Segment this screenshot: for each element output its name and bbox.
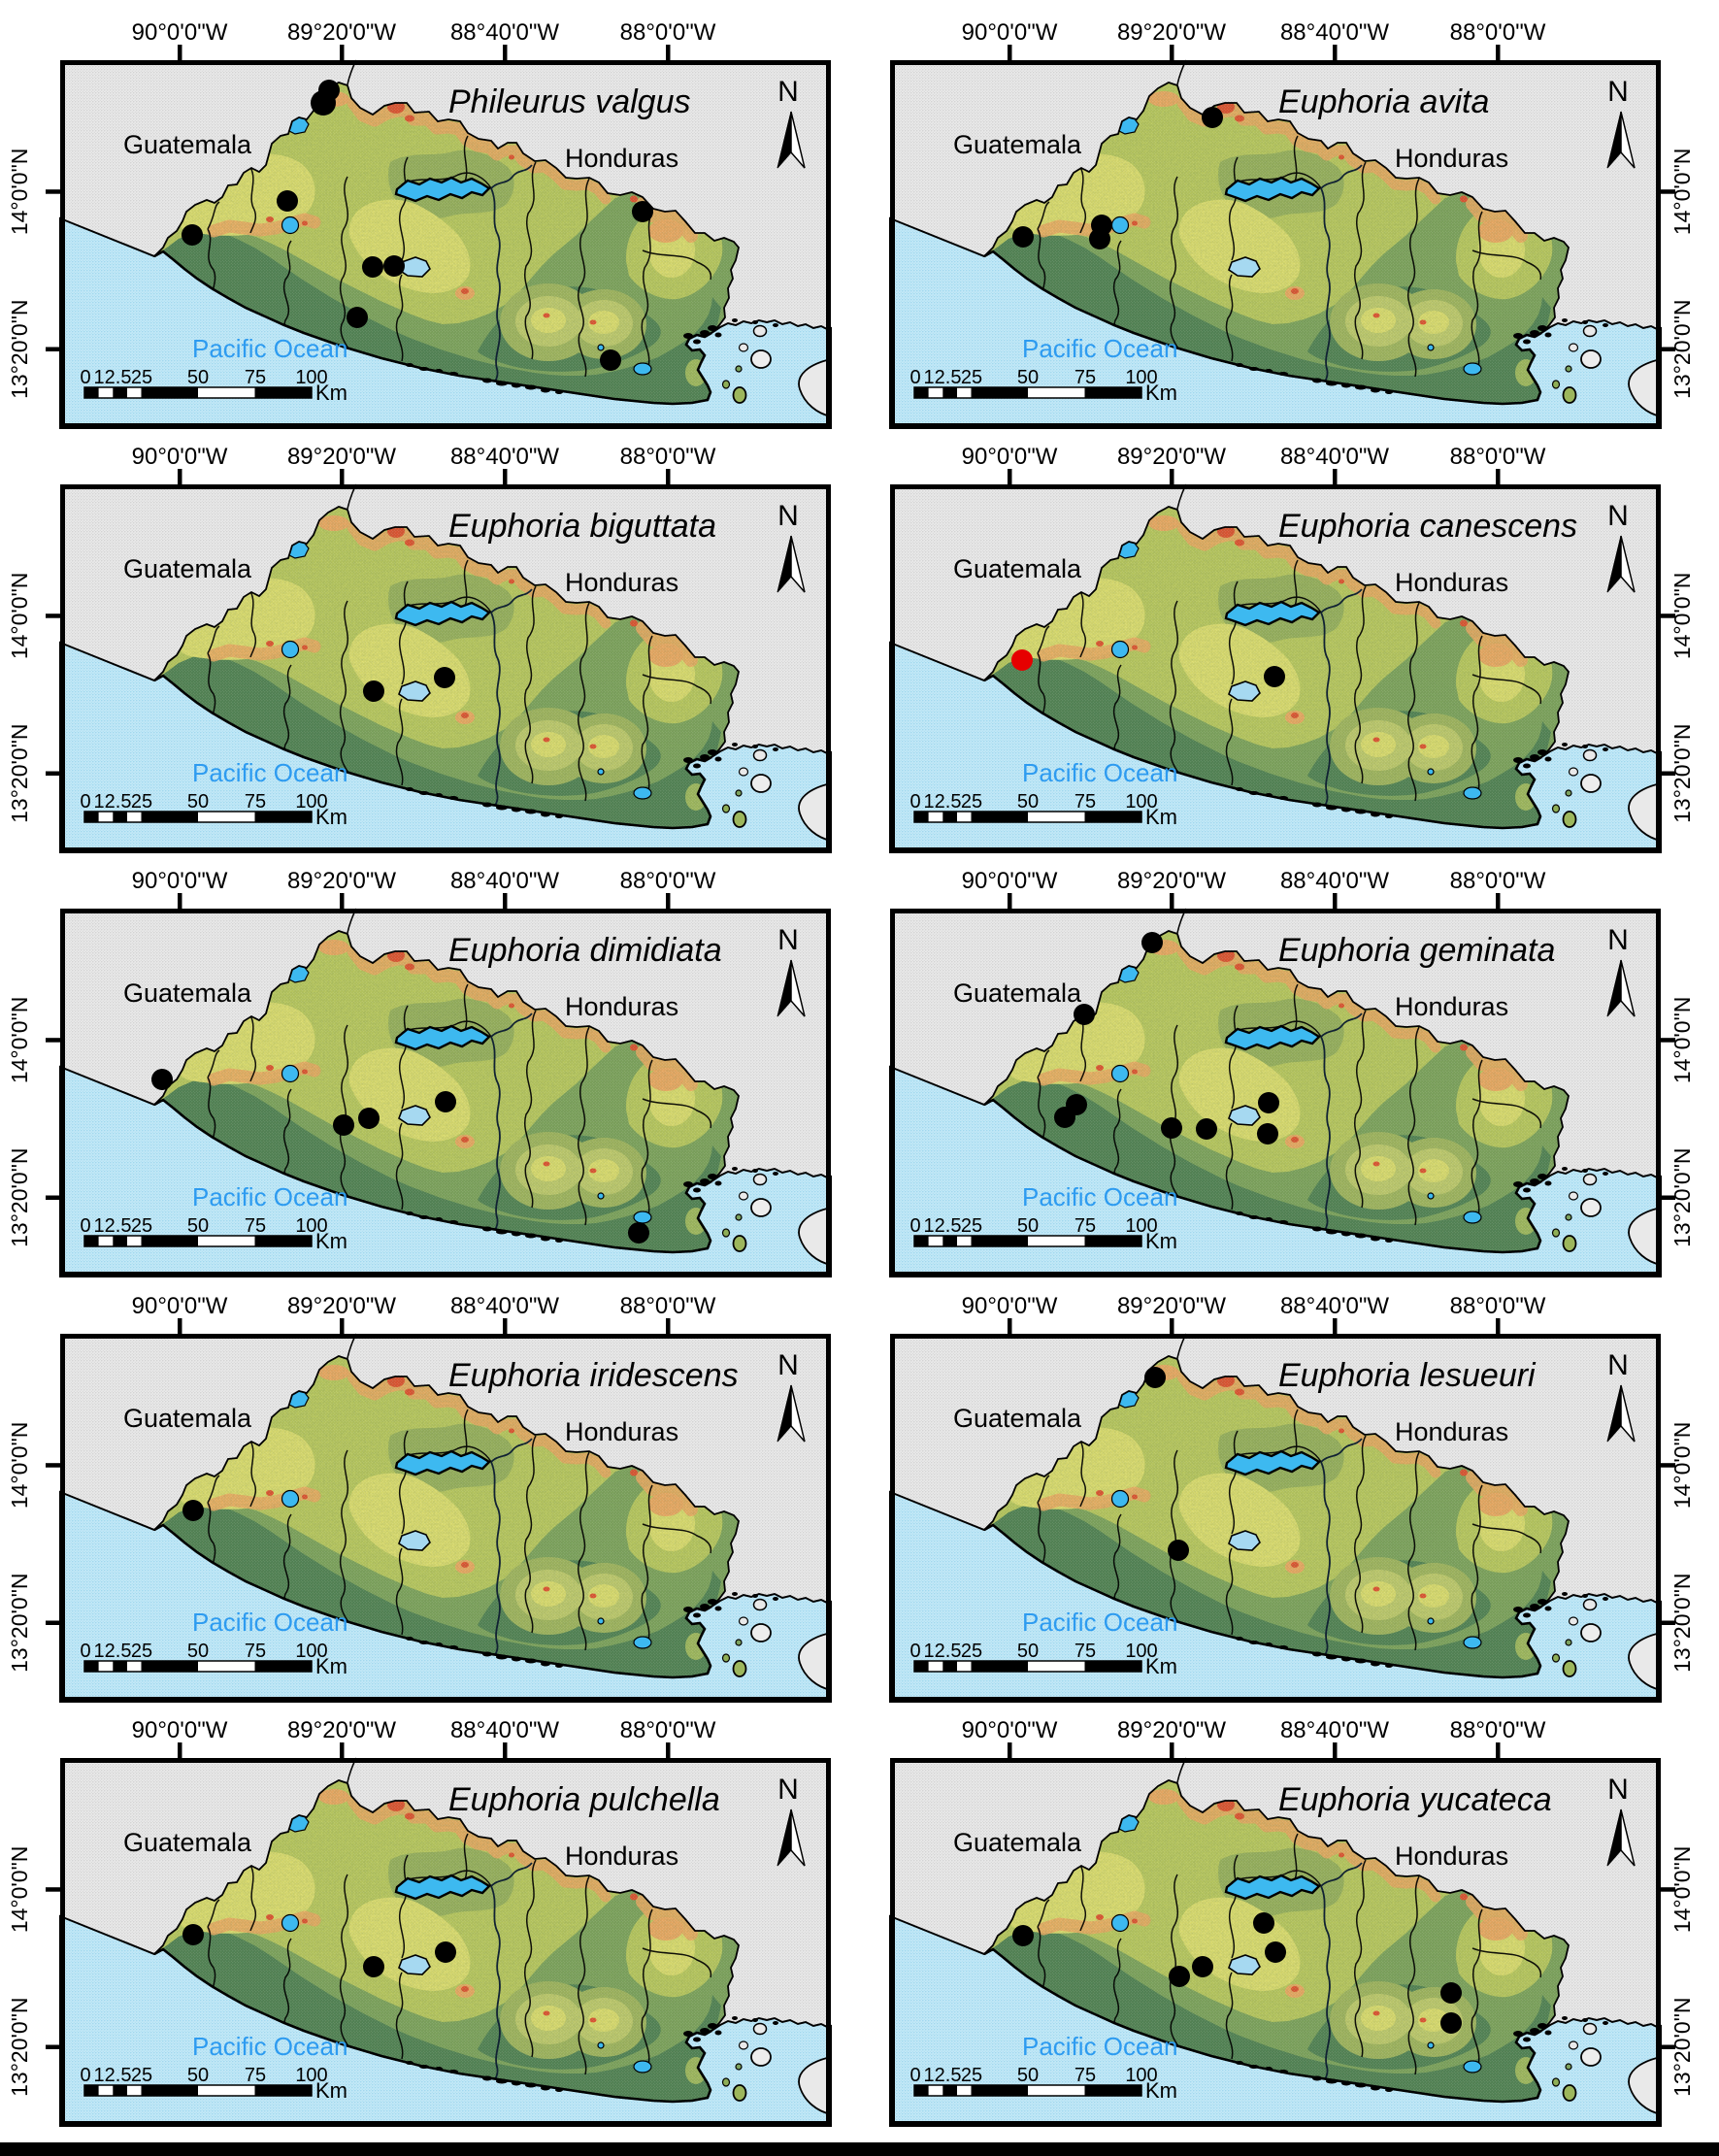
- svg-text:14°0'0"N: 14°0'0"N: [1669, 573, 1695, 660]
- svg-text:Euphoria iridescens: Euphoria iridescens: [448, 1357, 739, 1394]
- svg-text:14°0'0"N: 14°0'0"N: [1669, 997, 1695, 1084]
- svg-text:Euphoria avita: Euphoria avita: [1278, 83, 1489, 120]
- svg-text:Euphoria biguttata: Euphoria biguttata: [448, 508, 716, 545]
- svg-text:Euphoria dimidiata: Euphoria dimidiata: [448, 932, 722, 969]
- svg-text:14°0'0"N: 14°0'0"N: [7, 997, 32, 1084]
- svg-text:14°0'0"N: 14°0'0"N: [7, 149, 32, 236]
- svg-text:14°0'0"N: 14°0'0"N: [1669, 1846, 1695, 1934]
- svg-text:14°0'0"N: 14°0'0"N: [1669, 149, 1695, 236]
- svg-text:Euphoria geminata: Euphoria geminata: [1278, 932, 1555, 969]
- svg-text:13°20'0"N: 13°20'0"N: [1669, 1148, 1695, 1247]
- svg-text:14°0'0"N: 14°0'0"N: [1669, 1422, 1695, 1509]
- svg-text:13°20'0"N: 13°20'0"N: [1669, 1998, 1695, 2097]
- svg-text:13°20'0"N: 13°20'0"N: [7, 300, 32, 399]
- svg-text:Phileurus valgus: Phileurus valgus: [448, 83, 690, 120]
- svg-text:Euphoria canescens: Euphoria canescens: [1278, 508, 1577, 545]
- svg-text:13°20'0"N: 13°20'0"N: [7, 1148, 32, 1247]
- svg-text:14°0'0"N: 14°0'0"N: [7, 1846, 32, 1934]
- svg-text:13°20'0"N: 13°20'0"N: [1669, 300, 1695, 399]
- svg-text:Euphoria yucateca: Euphoria yucateca: [1278, 1781, 1552, 1818]
- svg-text:Euphoria lesueuri: Euphoria lesueuri: [1278, 1357, 1537, 1394]
- svg-text:13°20'0"N: 13°20'0"N: [1669, 1574, 1695, 1673]
- svg-text:13°20'0"N: 13°20'0"N: [7, 1998, 32, 2097]
- svg-text:Euphoria pulchella: Euphoria pulchella: [448, 1781, 720, 1818]
- svg-text:14°0'0"N: 14°0'0"N: [7, 573, 32, 660]
- svg-text:13°20'0"N: 13°20'0"N: [1669, 724, 1695, 823]
- svg-text:13°20'0"N: 13°20'0"N: [7, 724, 32, 823]
- svg-text:14°0'0"N: 14°0'0"N: [7, 1422, 32, 1509]
- svg-text:13°20'0"N: 13°20'0"N: [7, 1574, 32, 1673]
